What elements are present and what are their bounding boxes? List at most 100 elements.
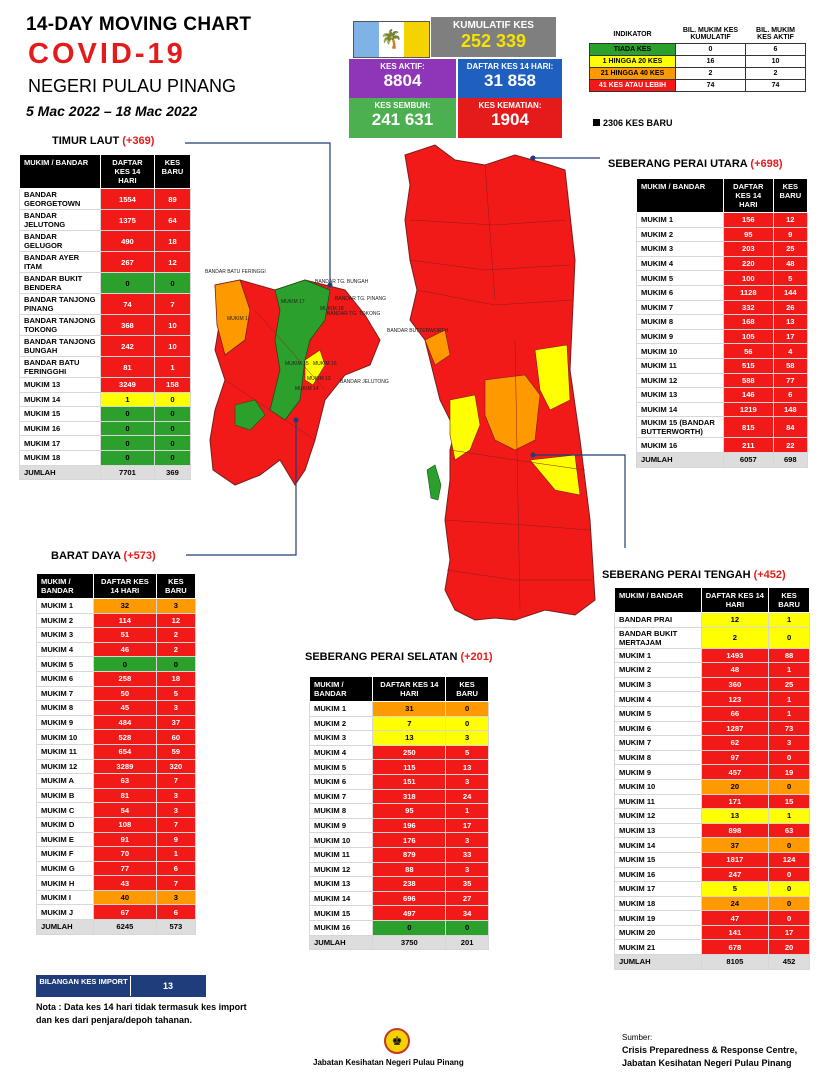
cases-14-day: 24 (700, 895, 770, 912)
new-cases: 5 (445, 744, 489, 761)
table-row: MUKIM 11 879 33 (308, 846, 489, 863)
table-row: MUKIM 16 0 0 (19, 420, 192, 437)
mukim-name: MUKIM 2 (635, 226, 725, 243)
table-row: BANDAR PRAI 12 1 (614, 612, 810, 628)
legend-value: 74 (745, 79, 806, 92)
table-row: MUKIM 12 88 3 (308, 861, 489, 878)
mukim-name: BANDAR TANJONG TOKONG (19, 314, 101, 336)
chart-title: 14-DAY MOVING CHART (26, 14, 252, 35)
cases-14-day: 43 (92, 875, 157, 891)
new-cases: 73 (768, 720, 810, 737)
new-cases: 0 (153, 391, 192, 408)
table-row: MUKIM 9 196 17 (308, 817, 489, 834)
table-row: MUKIM 9 457 19 (614, 764, 810, 780)
new-cases: 63 (768, 822, 810, 839)
mukim-name: MUKIM 8 (36, 700, 94, 716)
new-cases: 10 (153, 335, 192, 357)
cases-14-day: 0 (372, 919, 447, 936)
cases-14-day: 484 (92, 714, 157, 731)
legend-label: 1 HINGGA 20 KES (589, 55, 676, 68)
cases-14-day: 56 (723, 343, 774, 359)
new-cases: 64 (153, 209, 192, 231)
table-row: MUKIM 2 95 9 (635, 226, 809, 243)
new-cases: 6 (772, 387, 809, 403)
legend-value: 10 (745, 55, 806, 68)
new-cases-note: 2306 KES BARU (593, 118, 673, 128)
timur-laut-table: MUKIM / BANDAR DAFTAR KES 14 HARI KES BARU… (19, 154, 192, 481)
mukim-name: BANDAR BUKIT MERTAJAM (614, 626, 702, 649)
new-cases: 48 (772, 255, 809, 272)
table-row: MUKIM 20 141 17 (614, 924, 810, 941)
mukim-name: MUKIM 6 (36, 670, 94, 687)
map-label: MUKIM 1 (227, 316, 248, 322)
cases-14-day: 588 (723, 372, 774, 389)
cases-14-day: 1 (99, 391, 155, 408)
cases-14-day: 250 (372, 744, 447, 761)
date-range: 5 Mac 2022 – 18 Mac 2022 (26, 103, 198, 119)
new-cases: 15 (768, 793, 810, 810)
new-cases: 0 (153, 449, 192, 466)
new-cases: 1 (768, 808, 810, 824)
region-title-timur-laut: TIMUR LAUT (+369) (52, 135, 155, 147)
table-row: MUKIM 1 31 0 (308, 701, 489, 717)
cases-14-day: 77 (92, 860, 157, 877)
table-row: MUKIM 16 0 0 (308, 919, 489, 936)
mukim-name: BANDAR TANJONG PINANG (19, 293, 101, 315)
aktif-value: 8804 (383, 71, 422, 90)
mainland-yellow-east (534, 344, 571, 411)
new-cases: 24 (445, 788, 489, 805)
kumulatif-box: KUMULATIF KES 252 339 (431, 17, 556, 57)
table-row: MUKIM 5 100 5 (635, 270, 809, 286)
cases-14-day: 457 (700, 764, 770, 780)
cases-14-day: 1375 (99, 209, 155, 231)
island-green-zone (269, 279, 331, 421)
table-row: MUKIM 1 156 12 (635, 212, 809, 228)
new-cases: 12 (155, 612, 197, 629)
barat-daya-table: MUKIM / BANDAR DAFTAR KES 14 HARI KES BARU… (36, 573, 197, 935)
table-row: MUKIM 13 238 35 (308, 876, 489, 892)
table-row: BANDAR BUKIT MERTAJAM 2 0 (614, 626, 810, 649)
new-cases: 3 (445, 861, 489, 878)
legend-header-indikator: INDIKATOR (613, 30, 652, 38)
table-row: MUKIM 5 66 1 (614, 705, 810, 722)
table-row: MUKIM 12 588 77 (635, 372, 809, 389)
mukim-name: MUKIM 11 (36, 743, 94, 760)
new-cases: 1 (768, 662, 810, 678)
table-row: MUKIM 21 678 20 (614, 939, 810, 956)
new-cases: 4 (772, 343, 809, 359)
mukim-name: MUKIM 1 (36, 598, 94, 614)
daftar-value: 31 858 (484, 71, 536, 90)
column-header: DAFTAR KES 14 HARI (92, 573, 157, 599)
mukim-name: MUKIM I (36, 889, 94, 906)
cases-14-day: 168 (723, 314, 774, 330)
cases-14-day: 95 (723, 226, 774, 243)
new-cases: 20 (768, 939, 810, 956)
region-title-barat-daya: BARAT DAYA (+573) (51, 550, 156, 562)
mukim-name: MUKIM 6 (635, 284, 725, 301)
source-label: Sumber: (622, 1033, 653, 1042)
mukim-name: MUKIM 15 (614, 851, 702, 868)
new-cases: 89 (153, 188, 192, 210)
cases-14-day: 0 (99, 449, 155, 466)
table-row: MUKIM 4 250 5 (308, 744, 489, 761)
map-label: MUKIM 15 (285, 361, 309, 367)
table-row: MUKIM 9 484 37 (36, 714, 197, 731)
mukim-name: MUKIM 4 (36, 641, 94, 658)
map-label: BANDAR BATU FERINGGI (205, 269, 266, 275)
table-row: MUKIM 3 13 3 (308, 730, 489, 746)
table-row: MUKIM F 70 1 (36, 846, 197, 862)
mukim-name: BANDAR AYER ITAM (19, 251, 101, 273)
mukim-name: MUKIM 16 (614, 866, 702, 883)
mukim-name: MUKIM 2 (36, 612, 94, 629)
mukim-name: MUKIM 20 (614, 924, 702, 941)
new-cases: 0 (153, 406, 192, 422)
square-bullet-icon (593, 119, 600, 126)
new-cases: 2 (155, 641, 197, 658)
table-row: MUKIM 14 1219 148 (635, 401, 809, 418)
mukim-name: MUKIM J (36, 904, 94, 921)
new-cases: 84 (772, 416, 809, 439)
mukim-name: BANDAR GEORGETOWN (19, 188, 101, 210)
table-row: BANDAR GEORGETOWN 1554 89 (19, 188, 192, 210)
table-row: MUKIM 1 32 3 (36, 598, 197, 614)
cases-14-day: 146 (723, 387, 774, 403)
